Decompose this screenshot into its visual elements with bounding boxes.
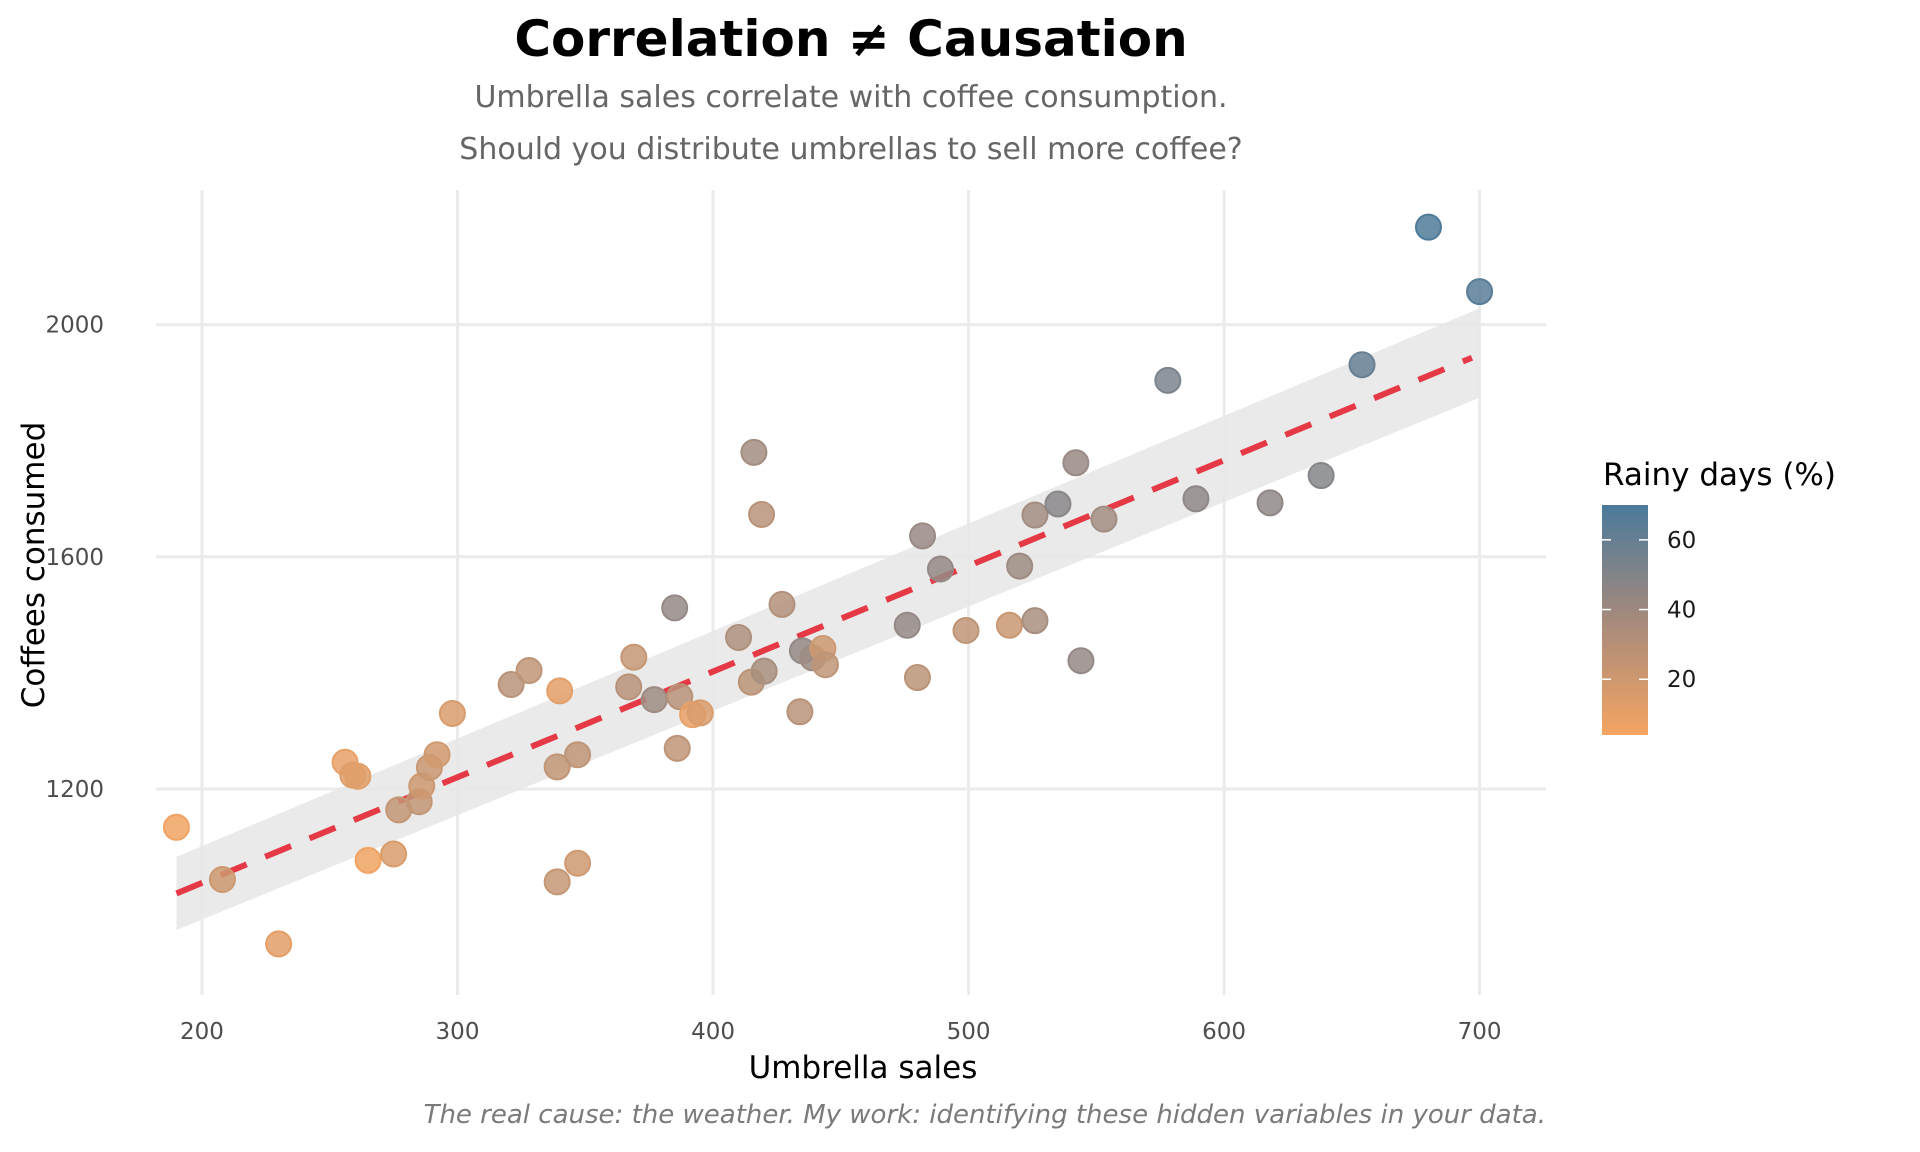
data-point [1021, 607, 1049, 635]
chart-title: Correlation ≠ Causation [514, 10, 1188, 68]
legend-tick-label: 20 [1667, 667, 1696, 693]
data-point [640, 686, 668, 714]
data-point [354, 846, 382, 874]
data-point [1154, 366, 1182, 394]
confidence-band-layer [176, 308, 1480, 930]
data-point [438, 700, 466, 728]
data-point [725, 623, 753, 651]
legend-title: Rainy days (%) [1603, 457, 1836, 493]
data-point [564, 741, 592, 769]
x-tick-label: 200 [180, 1019, 224, 1045]
x-tick-label: 400 [691, 1019, 735, 1045]
legend-tick-label: 60 [1667, 528, 1696, 554]
data-point [1090, 505, 1118, 533]
data-point [786, 698, 814, 726]
data-point [1062, 449, 1090, 477]
y-axis-title: Coffees consumed [16, 422, 52, 709]
data-point [423, 741, 451, 769]
chart-subtitle-line-1: Umbrella sales correlate with coffee con… [474, 80, 1228, 115]
data-point [995, 611, 1023, 639]
y-tick-label: 1200 [45, 777, 104, 803]
confidence-band [176, 308, 1480, 930]
data-point [1348, 351, 1376, 379]
data-point [952, 617, 980, 645]
data-point [811, 651, 839, 679]
data-point [748, 500, 776, 528]
data-point [926, 555, 954, 583]
trend-line [175, 354, 1474, 897]
color-legend: Rainy days (%) 20 40 60 [1602, 457, 1836, 735]
data-point [1044, 490, 1072, 518]
data-point [344, 762, 372, 790]
data-point [893, 611, 921, 639]
data-point [615, 673, 643, 701]
data-point [1067, 647, 1095, 675]
trend-line-layer [175, 354, 1474, 897]
data-point [1021, 501, 1049, 529]
data-point [1414, 213, 1442, 241]
data-point [909, 522, 937, 550]
y-tick-label: 2000 [45, 313, 104, 339]
data-point [768, 590, 796, 618]
data-point [903, 664, 931, 692]
x-tick-label: 500 [947, 1019, 991, 1045]
data-point [515, 657, 543, 685]
data-point [543, 868, 571, 896]
x-axis-title: Umbrella sales [749, 1050, 978, 1086]
data-point [162, 813, 190, 841]
data-point [1182, 485, 1210, 513]
data-point [661, 594, 689, 622]
legend-colorbar [1602, 505, 1648, 735]
data-point [686, 699, 714, 727]
data-point [1307, 462, 1335, 490]
data-points [162, 213, 1494, 958]
data-point [1006, 552, 1034, 580]
x-tick-label: 700 [1458, 1019, 1502, 1045]
axis-ticks: 200 300 400 500 600 700 1200 1600 2000 [45, 313, 1501, 1045]
data-point [543, 753, 571, 781]
data-point [265, 930, 293, 958]
x-tick-label: 300 [436, 1019, 480, 1045]
data-point [663, 734, 691, 762]
data-point [208, 866, 236, 894]
data-point [740, 438, 768, 466]
data-point [380, 840, 408, 868]
legend-ticks: 20 40 60 [1602, 528, 1696, 693]
data-point [620, 643, 648, 671]
data-point [1256, 489, 1284, 517]
x-tick-label: 600 [1202, 1019, 1246, 1045]
data-point [564, 849, 592, 877]
data-point [1466, 278, 1494, 306]
data-point [750, 657, 778, 685]
data-point [497, 670, 525, 698]
data-point [546, 677, 574, 705]
legend-tick-label: 40 [1667, 598, 1696, 624]
chart-caption: The real cause: the weather. My work: id… [423, 1100, 1546, 1130]
y-tick-label: 1600 [45, 545, 104, 571]
chart-subtitle-line-2: Should you distribute umbrellas to sell … [459, 132, 1243, 167]
